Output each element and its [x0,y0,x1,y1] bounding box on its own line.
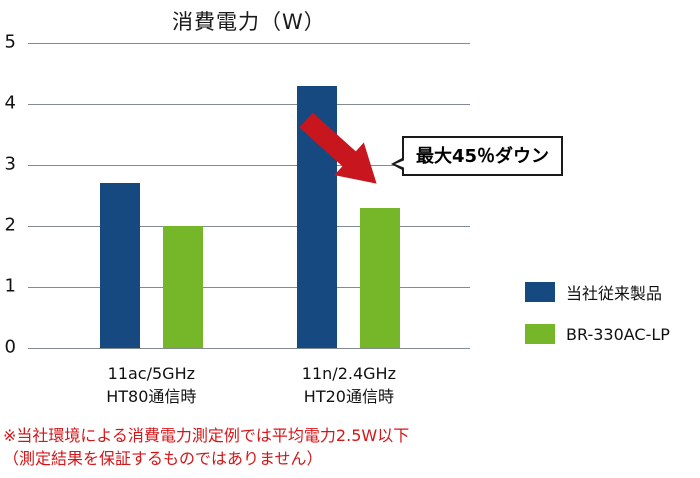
legend-swatch-blue [525,282,555,302]
y-tick-label-3: 3 [4,153,16,175]
bar-BR-330AC-LP-group2 [360,207,401,348]
gridline-y-0 [28,348,470,349]
footnote: ※当社環境による消費電力測定例では平均電力2.5W以下 （測定結果を保証するもの… [3,424,409,470]
legend: 当社従来製品 BR-330AC-LP [525,280,670,364]
x-tick-line2: HT20通信時 [303,387,394,406]
annotation-callout: 最大45％ダウン [390,136,564,176]
legend-label: BR-330AC-LP [566,324,670,344]
reduction-arrow-icon [299,112,377,184]
y-tick-label-5: 5 [4,31,16,53]
x-tick-label-11n-2-4ghz: 11n/2.4GHz HT20通信時 [302,362,396,408]
x-tick-line2: HT80通信時 [106,387,197,406]
bar-BR-330AC-LP-group1 [162,226,203,348]
y-tick-label-2: 2 [4,214,16,236]
gridline-y-4 [28,104,470,105]
bar-当社従来製品-group1 [99,183,140,348]
x-tick-label-11ac-5ghz: 11ac/5GHz HT80通信時 [106,362,196,408]
footnote-line2: （測定結果を保証するものではありません） [3,449,323,468]
y-tick-label-0: 0 [4,336,16,358]
y-tick-label-4: 4 [4,92,16,114]
footnote-line1: ※当社環境による消費電力測定例では平均電力2.5W以下 [3,426,410,445]
x-tick-line1: 11ac/5GHz [107,364,195,383]
x-axis-labels: 11ac/5GHz HT80通信時 11n/2.4GHz HT20通信時 [28,362,470,412]
legend-item-previous-product: 当社従来製品 [525,280,670,304]
gridline-y-1 [28,287,470,288]
legend-swatch-green [525,324,555,344]
y-tick-label-1: 1 [4,275,16,297]
gridline-y-3 [28,165,470,166]
gridline-y-5 [28,43,470,44]
legend-item-br-330ac-lp: BR-330AC-LP [525,324,670,344]
x-tick-line1: 11n/2.4GHz [301,364,396,383]
legend-label: 当社従来製品 [566,284,663,303]
chart-title: 消費電力（W） [172,10,326,34]
y-axis-tick-labels: 0 1 2 3 4 5 [0,31,22,357]
gridline-y-2 [28,226,470,227]
